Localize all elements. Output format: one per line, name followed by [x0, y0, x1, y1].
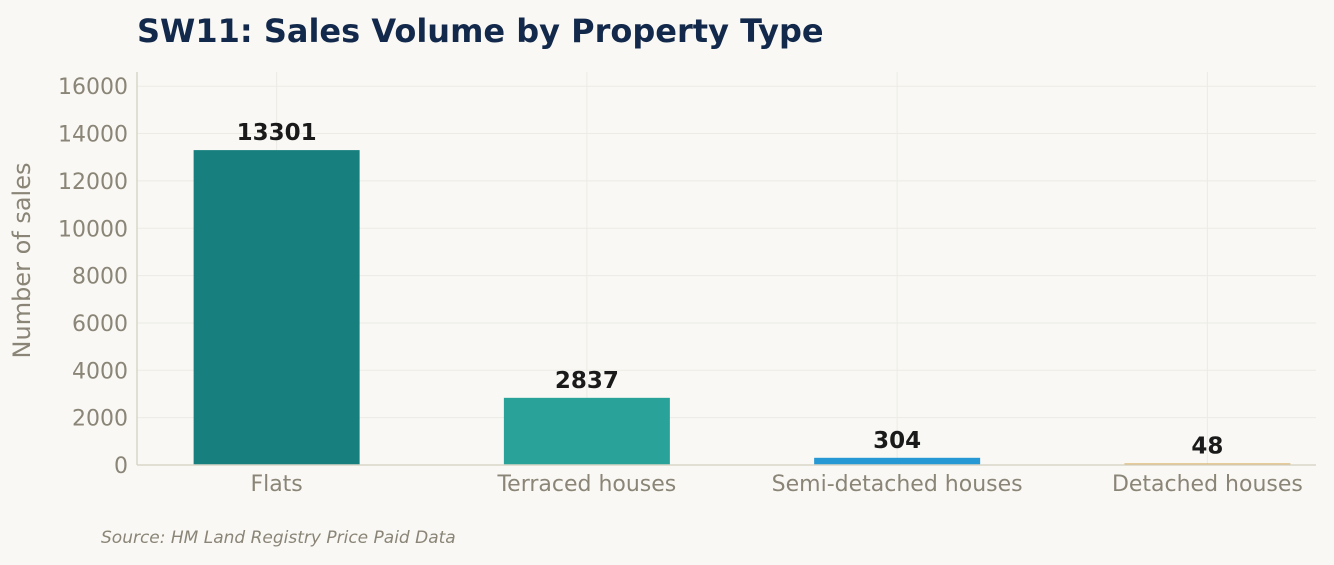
y-tick-label: 14000	[58, 123, 128, 148]
y-tick-label: 8000	[72, 265, 128, 290]
bar-value-label: 2837	[555, 368, 619, 394]
x-tick-label: Semi-detached houses	[772, 472, 1023, 497]
bars	[193, 150, 1291, 465]
y-tick-label: 0	[114, 454, 128, 479]
x-axis-ticks: Flats Terraced houses Semi-detached houses…	[250, 472, 1302, 497]
source-note: Source: HM Land Registry Price Paid Data	[101, 528, 456, 548]
y-axis-ticks: 0 2000 4000 6000 8000 10000 12000 14000 16000	[58, 75, 128, 479]
y-tick-label: 2000	[72, 407, 128, 432]
y-tick-label: 16000	[58, 75, 128, 100]
y-tick-label: 10000	[58, 217, 128, 242]
bar	[814, 457, 981, 465]
y-tick-label: 12000	[58, 170, 128, 195]
bar-value-label: 13301	[237, 120, 317, 146]
y-tick-label: 4000	[72, 359, 128, 384]
bar-value-label: 48	[1191, 434, 1223, 460]
bar	[503, 397, 670, 465]
y-tick-label: 6000	[72, 312, 128, 337]
x-tick-label: Flats	[250, 472, 302, 497]
y-axis-label: Number of sales	[8, 163, 36, 359]
x-tick-label: Terraced houses	[496, 472, 676, 497]
data-labels: 13301 2837 304 48	[237, 120, 1224, 459]
bar	[193, 150, 360, 465]
chart-title: SW11: Sales Volume by Property Type	[137, 12, 824, 50]
x-tick-label: Detached houses	[1112, 472, 1303, 497]
bar-value-label: 304	[873, 428, 921, 454]
